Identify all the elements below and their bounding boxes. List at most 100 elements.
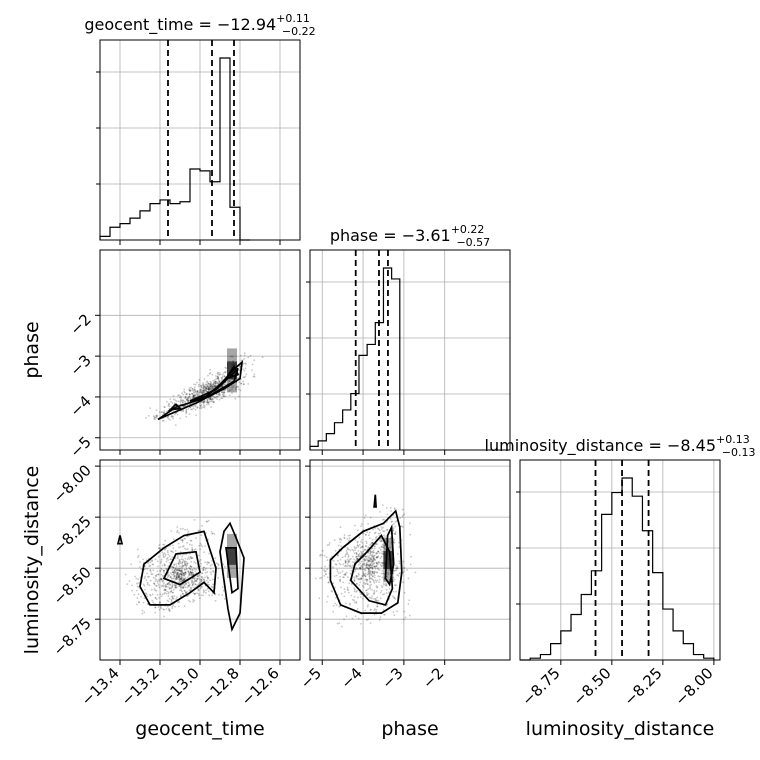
scatter-point xyxy=(185,398,188,401)
scatter-point xyxy=(325,556,328,559)
scatter-point xyxy=(344,554,347,556)
scatter-point xyxy=(179,572,182,574)
scatter-point xyxy=(380,540,383,543)
scatter-point xyxy=(186,397,189,399)
scatter-point xyxy=(382,572,385,575)
scatter-point xyxy=(179,569,181,572)
scatter-point xyxy=(153,588,156,591)
scatter-point xyxy=(195,537,197,539)
scatter-point xyxy=(186,400,189,403)
scatter-point xyxy=(169,610,171,613)
geocent_time-xtick-label: −13.0 xyxy=(158,664,203,709)
scatter-point xyxy=(353,580,356,582)
scatter-point xyxy=(168,582,171,584)
scatter-point xyxy=(353,596,356,598)
scatter-point xyxy=(163,564,166,567)
scatter-point xyxy=(168,597,171,600)
scatter-point xyxy=(182,579,185,581)
scatter-point xyxy=(354,524,356,527)
scatter-point xyxy=(357,550,360,552)
scatter-point xyxy=(221,385,224,388)
scatter-point xyxy=(211,594,213,597)
scatter-point xyxy=(373,558,375,560)
scatter-point xyxy=(369,551,372,553)
scatter-point xyxy=(163,615,166,618)
scatter-point xyxy=(225,367,228,370)
scatter-point xyxy=(253,359,256,361)
scatter-point xyxy=(326,601,328,603)
scatter-point xyxy=(224,389,227,392)
scatter-point xyxy=(194,404,196,407)
scatter-point xyxy=(207,383,210,385)
scatter-point xyxy=(222,563,225,566)
scatter-point xyxy=(200,403,203,406)
scatter-point xyxy=(204,387,207,390)
scatter-point xyxy=(164,548,167,551)
scatter-point xyxy=(177,400,180,403)
scatter-point xyxy=(169,572,172,574)
scatter-point xyxy=(187,570,190,573)
scatter-point xyxy=(349,534,352,537)
scatter-point xyxy=(160,578,163,581)
scatter-point xyxy=(213,384,216,387)
scatter-point xyxy=(382,609,385,611)
scatter-point xyxy=(348,537,351,539)
scatter-point xyxy=(180,398,182,401)
scatter-point xyxy=(183,605,186,608)
scatter-point xyxy=(336,568,339,571)
scatter-point xyxy=(377,550,380,553)
phase-luminosity_distance-contour xyxy=(329,509,403,614)
scatter-point xyxy=(338,562,341,565)
scatter-point xyxy=(374,576,376,579)
scatter-point xyxy=(160,411,163,413)
scatter-point xyxy=(176,572,179,574)
scatter-point xyxy=(155,574,157,577)
scatter-point xyxy=(210,384,213,387)
scatter-point xyxy=(222,393,225,396)
scatter-point xyxy=(369,580,371,583)
scatter-point xyxy=(361,563,364,566)
scatter-point xyxy=(377,555,380,558)
scatter-point xyxy=(156,560,159,563)
scatter-point xyxy=(181,539,184,541)
scatter-point xyxy=(195,580,197,582)
scatter-point xyxy=(192,567,195,569)
scatter-point xyxy=(206,520,209,523)
scatter-point xyxy=(156,582,159,584)
scatter-point xyxy=(395,567,398,570)
scatter-point xyxy=(188,585,190,587)
scatter-point xyxy=(340,545,342,548)
scatter-point xyxy=(193,593,196,596)
scatter-point xyxy=(142,558,145,561)
scatter-point xyxy=(200,406,202,408)
scatter-point xyxy=(185,411,188,414)
scatter-point xyxy=(326,568,328,571)
scatter-point xyxy=(363,568,366,570)
scatter-point xyxy=(181,571,183,574)
scatter-point xyxy=(196,381,198,384)
scatter-point xyxy=(207,519,210,522)
scatter-point xyxy=(209,397,212,399)
geocent_time-luminosity_distance-contour xyxy=(139,530,217,606)
scatter-point xyxy=(214,557,217,560)
scatter-point xyxy=(193,593,196,595)
scatter-point xyxy=(210,571,212,574)
scatter-point xyxy=(351,548,354,551)
scatter-point xyxy=(181,577,184,580)
scatter-point xyxy=(346,565,348,568)
scatter-point xyxy=(189,568,192,571)
scatter-point xyxy=(196,389,199,392)
scatter-point xyxy=(380,526,383,528)
scatter-point xyxy=(182,572,185,575)
scatter-point xyxy=(372,592,375,595)
scatter-point xyxy=(161,585,163,588)
scatter-point xyxy=(370,570,373,573)
scatter-point xyxy=(179,567,181,570)
scatter-point xyxy=(244,367,247,370)
scatter-point xyxy=(172,415,175,418)
phase-luminosity_distance-frame xyxy=(309,459,511,661)
scatter-point xyxy=(370,558,373,561)
scatter-point xyxy=(144,575,147,578)
scatter-point xyxy=(181,567,184,569)
scatter-point xyxy=(151,593,154,596)
